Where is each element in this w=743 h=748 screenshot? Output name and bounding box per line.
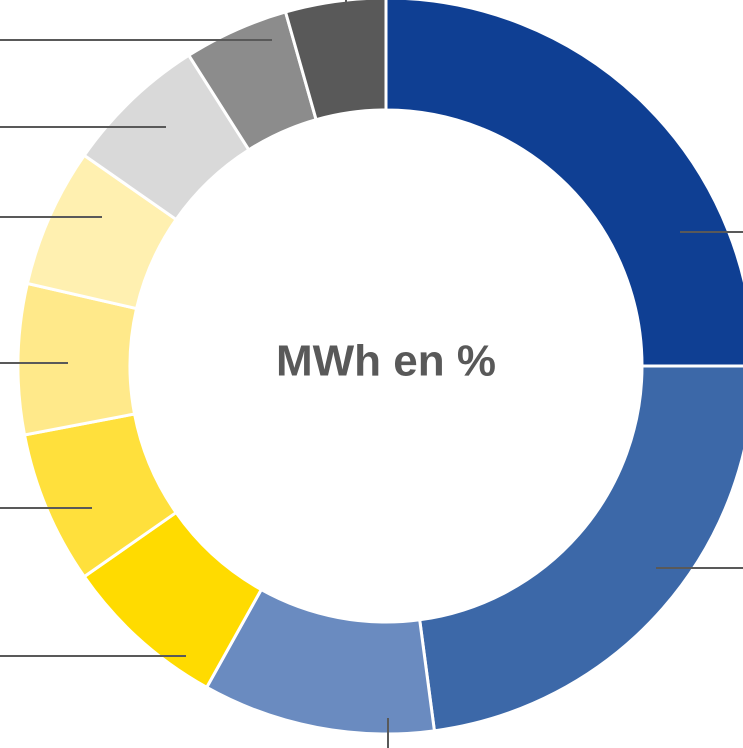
slice [417, 364, 743, 733]
slice [16, 281, 139, 437]
chart-title: MWh en % [276, 337, 496, 386]
slice [384, 0, 743, 368]
slice [283, 0, 388, 122]
slices [16, 0, 743, 736]
